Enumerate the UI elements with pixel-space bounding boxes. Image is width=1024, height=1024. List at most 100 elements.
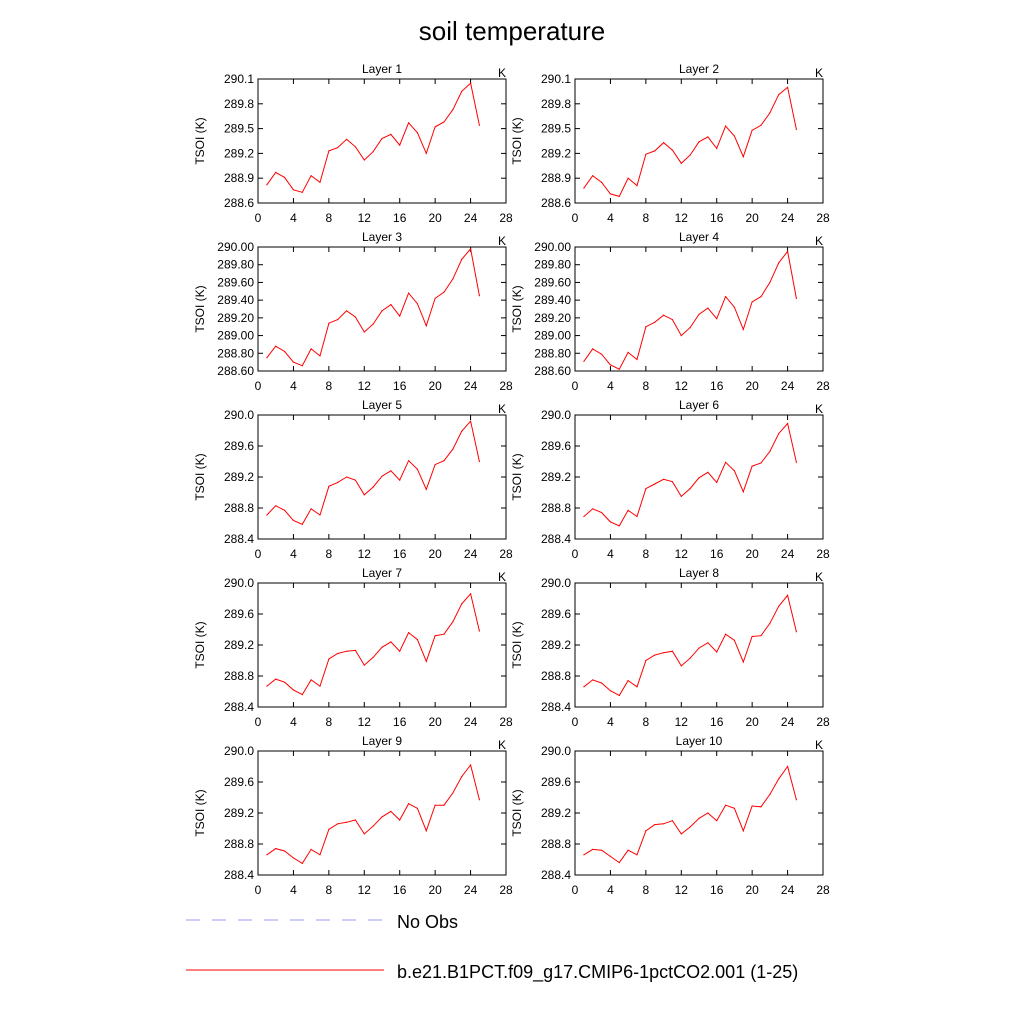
legend: No Obs b.e21.B1PCT.f09_g17.CMIP6-1pctCO2… (186, 912, 798, 983)
data-point (609, 193, 612, 195)
data-point (601, 181, 603, 183)
data-point (742, 661, 744, 663)
x-tick-label: 8 (643, 547, 650, 561)
y-tick-label: 288.6 (541, 196, 571, 210)
data-point (461, 603, 463, 605)
y-tick-label: 288.80 (217, 346, 254, 360)
data-point (778, 433, 780, 435)
data-point (452, 278, 454, 280)
data-point (609, 364, 612, 366)
x-tick-label: 0 (255, 883, 262, 897)
panel-title: Layer 10 (676, 734, 723, 748)
y-tick-label: 290.0 (224, 744, 254, 758)
y-tick-label: 288.80 (534, 346, 571, 360)
data-point (275, 678, 277, 680)
x-tick-label: 28 (499, 883, 513, 897)
data-point (654, 654, 656, 656)
data-point (408, 803, 410, 805)
data-point (363, 331, 365, 333)
x-tick-label: 24 (781, 715, 795, 729)
data-point (346, 476, 348, 478)
data-point (478, 124, 480, 126)
x-tick-label: 12 (675, 883, 689, 897)
x-tick-label: 16 (393, 379, 407, 393)
data-point (601, 511, 603, 514)
y-tick-label: 289.6 (224, 775, 254, 789)
x-tick-label: 0 (572, 883, 579, 897)
data-point (742, 156, 744, 158)
x-tick-label: 20 (428, 379, 442, 393)
x-tick-label: 20 (745, 547, 759, 561)
data-point (795, 461, 798, 463)
plot-frame (574, 246, 824, 372)
data-point (663, 652, 665, 654)
data-point (609, 690, 612, 692)
panel-title: Layer 3 (362, 230, 402, 244)
data-point (416, 132, 418, 134)
data-point (769, 450, 771, 452)
data-point (354, 819, 356, 821)
data-point (310, 679, 312, 681)
y-tick-label: 290.0 (541, 576, 571, 590)
data-point (733, 807, 736, 809)
data-point (363, 159, 365, 161)
y-tick-label: 289.60 (217, 275, 254, 289)
data-point (328, 150, 330, 152)
data-point (583, 187, 585, 189)
data-point (301, 694, 303, 696)
y-tick-label: 289.5 (224, 122, 254, 136)
data-point (319, 514, 321, 516)
data-point (354, 479, 356, 481)
x-tick-label: 24 (464, 547, 478, 561)
panel-layer-10: Layer 10 K TSOI (K) 0 4 8 12 16 20 24 28 288.4 288.8… (510, 734, 830, 897)
data-point (618, 195, 620, 197)
data-point (292, 857, 294, 859)
data-point (310, 348, 312, 350)
data-point (292, 361, 294, 363)
data-point (301, 862, 303, 865)
data-point (663, 823, 665, 825)
data-point (627, 351, 629, 353)
data-point (372, 151, 374, 153)
data-point (716, 481, 718, 483)
x-tick-label: 8 (326, 715, 333, 729)
data-point (707, 642, 709, 644)
y-axis-label: TSOI (K) (193, 117, 207, 164)
data-point (337, 319, 339, 321)
data-point (618, 525, 620, 527)
data-point (689, 488, 691, 490)
data-point (434, 804, 436, 806)
x-tick-label: 16 (393, 211, 407, 225)
data-point (292, 519, 294, 522)
data-point (778, 605, 780, 607)
panel-title: Layer 6 (679, 398, 719, 412)
x-tick-label: 12 (358, 715, 372, 729)
data-point (452, 621, 454, 623)
data-point (760, 296, 762, 298)
y-axis-label: TSOI (K) (510, 621, 524, 668)
y-tick-label: 289.80 (217, 258, 254, 272)
data-point (337, 481, 339, 483)
panel-layer-5: Layer 5 K TSOI (K) 0 4 8 12 16 20 24 28 288.4 288.8 2… (193, 398, 513, 561)
y-tick-label: 289.6 (224, 439, 254, 453)
y-tick-label: 289.00 (534, 329, 571, 343)
y-tick-label: 288.60 (217, 364, 254, 378)
y-tick-label: 288.60 (534, 364, 571, 378)
x-tick-label: 28 (816, 211, 830, 225)
x-tick-label: 28 (816, 547, 830, 561)
units-label: K (498, 402, 506, 416)
panel-layer-9: Layer 9 K TSOI (K) 0 4 8 12 16 20 24 28 288.4 288.8 2… (193, 734, 513, 897)
data-point (354, 146, 356, 148)
data-point (707, 812, 709, 814)
units-label: K (815, 234, 823, 248)
data-point (381, 816, 383, 818)
data-point (609, 855, 612, 858)
data-point (778, 778, 780, 780)
data-point (671, 820, 674, 822)
units-label: K (498, 570, 506, 584)
data-point (583, 360, 585, 362)
x-tick-label: 0 (572, 715, 579, 729)
data-point (310, 175, 312, 177)
data-point (266, 854, 268, 856)
data-point (328, 828, 330, 830)
